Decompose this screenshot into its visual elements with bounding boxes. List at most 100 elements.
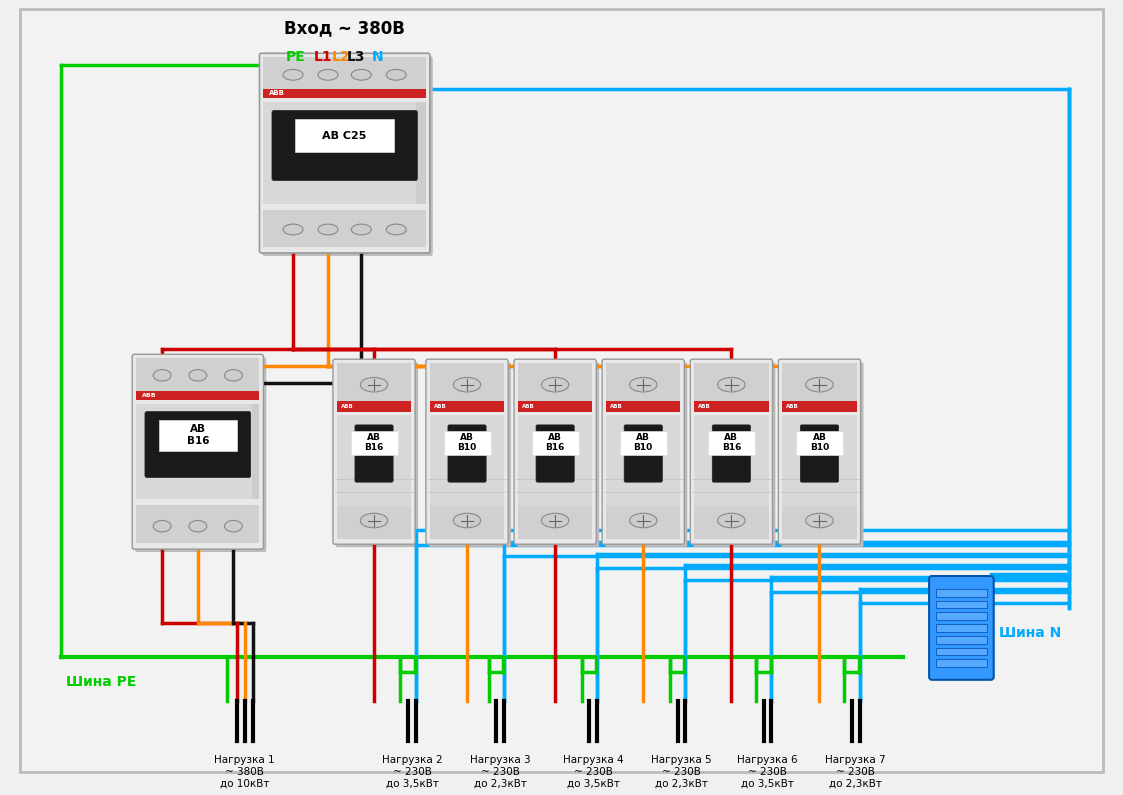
Text: Нагрузка 1
~ 380В
до 10кВт: Нагрузка 1 ~ 380В до 10кВт	[214, 755, 275, 789]
Ellipse shape	[541, 514, 569, 528]
Bar	[252, 404, 259, 499]
FancyBboxPatch shape	[707, 431, 755, 456]
Ellipse shape	[283, 69, 303, 80]
Bar	[264, 57, 426, 91]
Bar	[694, 363, 768, 403]
Text: Нагрузка 7
~ 230В
до 2,3кВт: Нагрузка 7 ~ 230В до 2,3кВт	[825, 755, 886, 789]
Bar	[606, 401, 681, 412]
FancyBboxPatch shape	[624, 425, 663, 482]
Bar	[783, 363, 857, 403]
Ellipse shape	[454, 378, 481, 392]
FancyBboxPatch shape	[782, 363, 864, 547]
FancyBboxPatch shape	[620, 431, 667, 456]
Bar	[606, 416, 681, 506]
FancyBboxPatch shape	[295, 119, 394, 152]
Text: N: N	[372, 50, 384, 64]
Ellipse shape	[454, 514, 481, 528]
Ellipse shape	[318, 69, 338, 80]
Ellipse shape	[189, 370, 207, 381]
FancyBboxPatch shape	[514, 359, 596, 545]
Text: АВ
В10: АВ В10	[457, 433, 476, 452]
Ellipse shape	[805, 378, 833, 392]
Text: ABB: ABB	[433, 404, 447, 409]
FancyBboxPatch shape	[796, 431, 843, 456]
Ellipse shape	[225, 370, 243, 381]
Text: Нагрузка 2
~ 230В
до 3,5кВт: Нагрузка 2 ~ 230В до 3,5кВт	[382, 755, 442, 789]
FancyBboxPatch shape	[429, 363, 511, 547]
Bar	[935, 612, 987, 620]
Text: Вход ~ 380В: Вход ~ 380В	[284, 19, 405, 37]
Bar	[136, 505, 259, 543]
FancyBboxPatch shape	[426, 359, 508, 545]
FancyBboxPatch shape	[263, 56, 432, 256]
Text: Нагрузка 6
~ 230В
до 3,5кВт: Нагрузка 6 ~ 230В до 3,5кВт	[738, 755, 797, 789]
Bar	[606, 363, 681, 403]
FancyBboxPatch shape	[135, 357, 266, 552]
Bar	[783, 416, 857, 506]
Ellipse shape	[718, 378, 745, 392]
Text: Шина N: Шина N	[998, 626, 1061, 640]
Bar	[518, 506, 592, 539]
Text: ABB: ABB	[786, 404, 798, 409]
Bar	[430, 363, 504, 403]
Ellipse shape	[541, 378, 569, 392]
Ellipse shape	[153, 521, 171, 532]
Bar	[935, 647, 987, 655]
FancyBboxPatch shape	[929, 576, 994, 680]
Ellipse shape	[225, 521, 243, 532]
Text: L1: L1	[313, 50, 332, 64]
Bar	[935, 589, 987, 596]
FancyBboxPatch shape	[272, 111, 418, 180]
Ellipse shape	[386, 224, 407, 235]
FancyBboxPatch shape	[159, 420, 237, 451]
Text: L3: L3	[347, 50, 366, 64]
Text: Нагрузка 5
~ 230В
до 2,3кВт: Нагрузка 5 ~ 230В до 2,3кВт	[651, 755, 712, 789]
Bar	[136, 404, 259, 499]
Ellipse shape	[630, 514, 657, 528]
Text: АВ
В10: АВ В10	[810, 433, 829, 452]
Text: АВ
В10: АВ В10	[633, 433, 652, 452]
Bar	[264, 210, 426, 247]
Ellipse shape	[351, 69, 372, 80]
Ellipse shape	[360, 378, 387, 392]
Bar	[337, 416, 411, 506]
Text: АВ С25: АВ С25	[322, 130, 367, 141]
FancyBboxPatch shape	[536, 425, 574, 482]
FancyBboxPatch shape	[691, 359, 773, 545]
FancyBboxPatch shape	[448, 425, 486, 482]
Bar	[337, 401, 411, 412]
Bar	[430, 416, 504, 506]
Bar	[783, 401, 857, 412]
Text: АВ
В16: АВ В16	[186, 425, 209, 446]
Bar	[935, 659, 987, 667]
FancyBboxPatch shape	[712, 425, 750, 482]
Bar	[518, 363, 592, 403]
FancyBboxPatch shape	[145, 412, 250, 478]
Ellipse shape	[351, 224, 372, 235]
Bar	[935, 624, 987, 632]
Text: АВ
В16: АВ В16	[546, 433, 565, 452]
FancyBboxPatch shape	[602, 359, 684, 545]
Bar	[783, 506, 857, 539]
Text: АВ
В16: АВ В16	[722, 433, 741, 452]
FancyBboxPatch shape	[531, 431, 578, 456]
Bar	[337, 363, 411, 403]
Text: Шина PE: Шина PE	[65, 675, 136, 689]
FancyBboxPatch shape	[444, 431, 491, 456]
FancyBboxPatch shape	[693, 363, 775, 547]
FancyBboxPatch shape	[336, 363, 418, 547]
Bar	[518, 416, 592, 506]
Bar	[136, 359, 259, 393]
FancyBboxPatch shape	[778, 359, 860, 545]
Bar	[694, 401, 768, 412]
Text: PE: PE	[286, 50, 305, 64]
Bar	[606, 506, 681, 539]
Ellipse shape	[360, 514, 387, 528]
Bar	[935, 600, 987, 608]
Bar	[337, 506, 411, 539]
Text: Нагрузка 4
~ 230В
до 3,5кВт: Нагрузка 4 ~ 230В до 3,5кВт	[563, 755, 623, 789]
Ellipse shape	[630, 378, 657, 392]
FancyBboxPatch shape	[332, 359, 416, 545]
Ellipse shape	[283, 224, 303, 235]
Text: АВ
В16: АВ В16	[364, 433, 384, 452]
